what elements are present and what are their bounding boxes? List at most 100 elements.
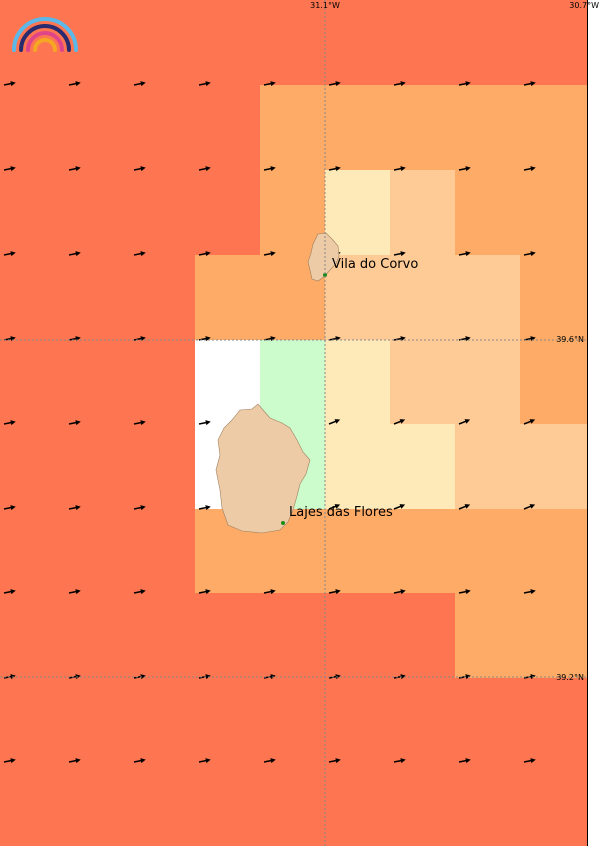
grid-cell (390, 424, 455, 509)
grid-cell (65, 762, 130, 846)
grid-cell (520, 593, 588, 678)
arrow-head (10, 251, 16, 257)
arrow-head (335, 166, 341, 172)
arrow-head (10, 758, 16, 764)
wind-arrow (393, 251, 406, 257)
arrow-head (335, 81, 341, 87)
wind-arrow (3, 166, 16, 172)
islands (215, 232, 340, 534)
grid-cell (65, 509, 130, 593)
wind-arrow (68, 589, 81, 595)
wind-arrow (133, 81, 146, 87)
arrow-head (465, 589, 471, 595)
arrow-head (270, 251, 276, 257)
grid-cell (65, 678, 130, 762)
grid-cell (325, 85, 390, 170)
wind-arrow (393, 81, 406, 87)
grid-cell (455, 678, 520, 762)
grid-cell (195, 85, 260, 170)
wind-arrow (3, 81, 16, 87)
arrow-head (530, 589, 536, 595)
grid-cell (130, 424, 195, 509)
grid-cell (130, 255, 195, 340)
wind-arrow (3, 758, 16, 764)
arrow-head (75, 505, 81, 511)
wind-arrow (458, 81, 471, 87)
wind-arrow (393, 166, 406, 172)
grid-cell (0, 678, 65, 762)
wind-arrow (68, 81, 81, 87)
wind-arrow (523, 251, 536, 257)
grid-cell (325, 255, 390, 340)
wind-arrow (68, 505, 81, 511)
grid-cell (195, 255, 260, 340)
wind-arrow (198, 589, 211, 595)
wind-arrow (458, 589, 471, 595)
grid-cell (520, 0, 588, 85)
arrow-head (205, 251, 211, 257)
arrow-head (205, 336, 211, 342)
wind-arrow (198, 505, 211, 511)
grid-cell (390, 678, 455, 762)
grid-cell (390, 170, 455, 255)
flores-island (215, 403, 311, 534)
wind-arrow (458, 166, 471, 172)
grid-cell (65, 170, 130, 255)
wind-arrow (68, 166, 81, 172)
grid-cell (260, 85, 325, 170)
grid-cell (195, 678, 260, 762)
wind-arrow (393, 589, 406, 595)
arrow-head (530, 251, 536, 257)
wind-arrow (523, 166, 536, 172)
wind-arrow (3, 505, 16, 511)
arrow-head (335, 758, 341, 764)
grid-cell (325, 678, 390, 762)
grid-cell (0, 340, 65, 424)
arrow-head (400, 674, 406, 680)
wind-arrow (198, 758, 211, 764)
wind-arrow (3, 589, 16, 595)
wind-arrow (198, 166, 211, 172)
grid-cell (520, 509, 588, 593)
arrow-head (465, 336, 471, 342)
wind-arrow (458, 251, 471, 257)
grid-cell (455, 255, 520, 340)
arrow-head (140, 589, 146, 595)
grid-cell (390, 509, 455, 593)
wind-arrow (263, 758, 276, 764)
arrow-head (75, 758, 81, 764)
arrow-head (140, 420, 146, 426)
wind-arrow (263, 166, 276, 172)
arrow-head (270, 81, 276, 87)
grid-cell (260, 170, 325, 255)
arrow-head (270, 758, 276, 764)
wind-arrow (68, 251, 81, 257)
grid-cell (0, 424, 65, 509)
place-label: Vila do Corvo (332, 257, 418, 272)
arrow-head (140, 251, 146, 257)
grid-cell (130, 762, 195, 846)
arrow-head (530, 81, 536, 87)
arrow-head (205, 505, 211, 511)
grid-cell (325, 593, 390, 678)
arrow-head (75, 81, 81, 87)
grid-cell (520, 762, 588, 846)
grid-cell (520, 255, 588, 340)
wind-arrow (328, 166, 341, 172)
wind-arrow (133, 505, 146, 511)
wind-arrow (133, 589, 146, 595)
arrow-head (10, 505, 16, 511)
grid-cell (325, 424, 390, 509)
wind-arrow (198, 420, 211, 426)
grid-cell (390, 255, 455, 340)
grid-cell (390, 762, 455, 846)
arrow-head (335, 674, 341, 680)
arrow-head (10, 336, 16, 342)
grid-cell (455, 340, 520, 424)
grid-cell (455, 424, 520, 509)
grid-cell (520, 340, 588, 424)
arrow-head (75, 251, 81, 257)
arrow-head (75, 420, 81, 426)
